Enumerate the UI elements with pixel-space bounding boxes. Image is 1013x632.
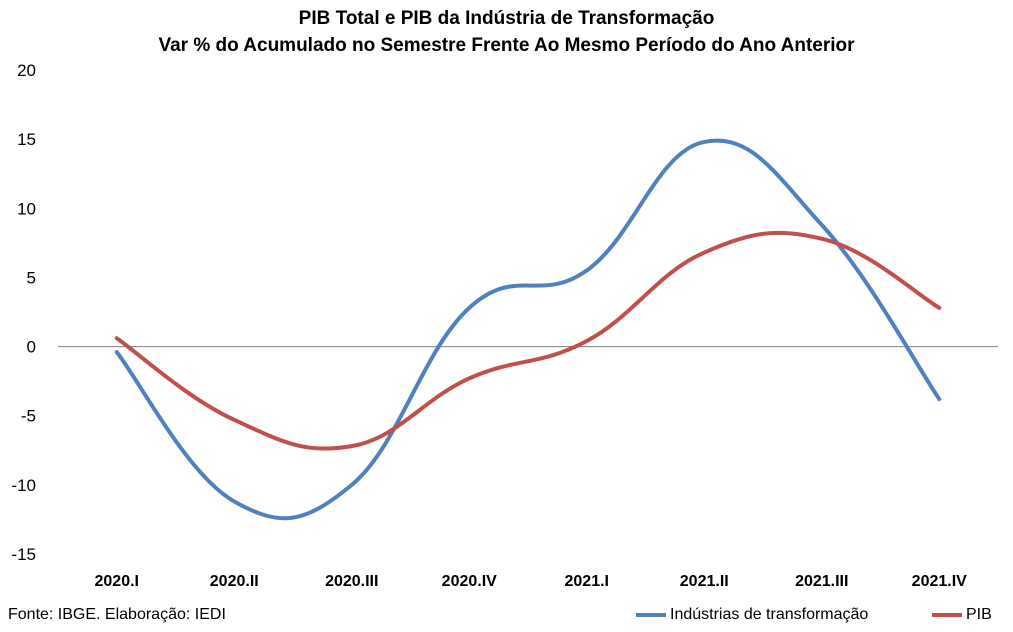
series-line-pib xyxy=(114,230,942,451)
legend-label-pib: PIB xyxy=(966,606,992,623)
legend-label-industria: Indústrias de transformação xyxy=(670,606,869,623)
x-axis-ticks: 2020.I 2020.II 2020.III 2020.IV 2021.I 2021.I… xyxy=(95,573,968,590)
legend-item-pib: PIB xyxy=(932,606,992,624)
x-tick-label: 2021.III xyxy=(795,573,848,590)
y-tick-label: -15 xyxy=(11,545,36,564)
x-tick-label: 2021.I xyxy=(565,573,609,590)
y-tick-label: 0 xyxy=(27,338,36,357)
series-line-industria xyxy=(114,138,942,521)
x-tick-label: 2021.II xyxy=(680,573,729,590)
x-tick-label: 2020.IV xyxy=(442,573,497,590)
y-tick-label: -10 xyxy=(11,476,36,495)
y-tick-label: 10 xyxy=(17,199,36,218)
y-tick-label: -5 xyxy=(21,407,36,426)
series-lines xyxy=(114,138,942,521)
x-tick-label: 2020.I xyxy=(95,573,139,590)
x-tick-label: 2020.III xyxy=(325,573,378,590)
y-axis-ticks: 20 15 10 5 0 -5 -10 -15 xyxy=(11,61,36,564)
chart-subtitle: Var % do Acumulado no Semestre Frente Ao… xyxy=(158,35,855,56)
legend-item-industria: Indústrias de transformação xyxy=(636,606,868,624)
x-tick-label: 2021.IV xyxy=(912,573,967,590)
x-tick-label: 2020.II xyxy=(210,573,259,590)
chart-title: PIB Total e PIB da Indústria de Transfor… xyxy=(298,8,715,29)
y-tick-label: 20 xyxy=(17,61,36,80)
legend-swatch-pib xyxy=(932,613,962,617)
source-note: Fonte: IBGE. Elaboração: IEDI xyxy=(8,606,226,623)
y-tick-label: 15 xyxy=(17,130,36,149)
y-tick-label: 5 xyxy=(27,268,36,287)
legend-swatch-industria xyxy=(636,613,666,617)
